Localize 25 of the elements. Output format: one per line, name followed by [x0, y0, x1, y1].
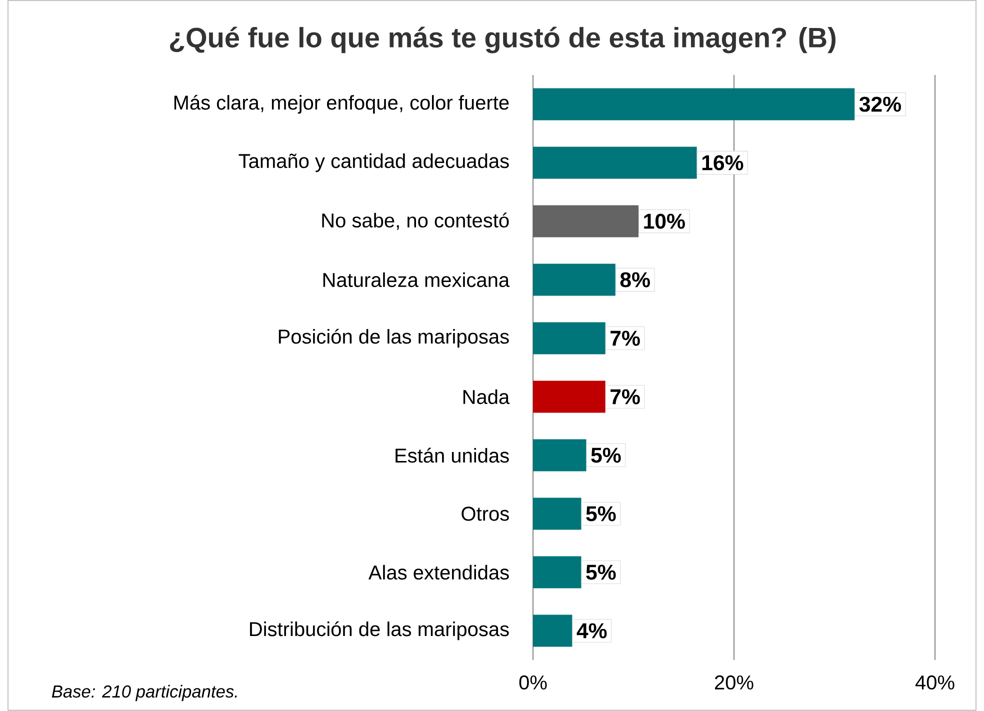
x-tick-label: 40% — [915, 675, 954, 690]
y-tick-label: Tamaño y cantidad adecuadas — [238, 153, 509, 172]
chart-title: ¿Qué fue lo que más te gustó de esta imagen? (B) — [170, 26, 836, 54]
data-label: 16% — [702, 155, 744, 170]
y-tick-label: Posición de las mariposas — [278, 328, 509, 348]
data-label: 5% — [586, 506, 616, 522]
data-label: 10% — [644, 214, 685, 229]
y-tick-label: Otros — [462, 506, 509, 521]
y-tick-label: Están unidas — [396, 448, 509, 463]
y-tick-label: Nada — [463, 389, 510, 404]
y-tick-label: No sabe, no contestó — [322, 212, 509, 230]
data-label: 5% — [586, 564, 616, 580]
y-tick-label: Alas extendidas — [368, 564, 509, 580]
y-tick-label: Distribución de las mariposas — [250, 621, 509, 640]
text: Base: 210 participantes. — [52, 684, 237, 702]
data-label: 8% — [620, 272, 650, 288]
data-label: 4% — [576, 623, 607, 638]
data-label: 5% — [591, 448, 621, 463]
x-tick-label: 20% — [714, 675, 754, 690]
y-tick-label: Más clara, mejor enfoque, color fuerte — [174, 94, 509, 114]
data-label: 7% — [610, 389, 640, 404]
data-label: 7% — [610, 330, 640, 346]
y-tick-label: Naturaleza mexicana — [323, 272, 510, 288]
x-tick-label: 0% — [519, 675, 547, 690]
data-label: 32% — [859, 96, 901, 112]
